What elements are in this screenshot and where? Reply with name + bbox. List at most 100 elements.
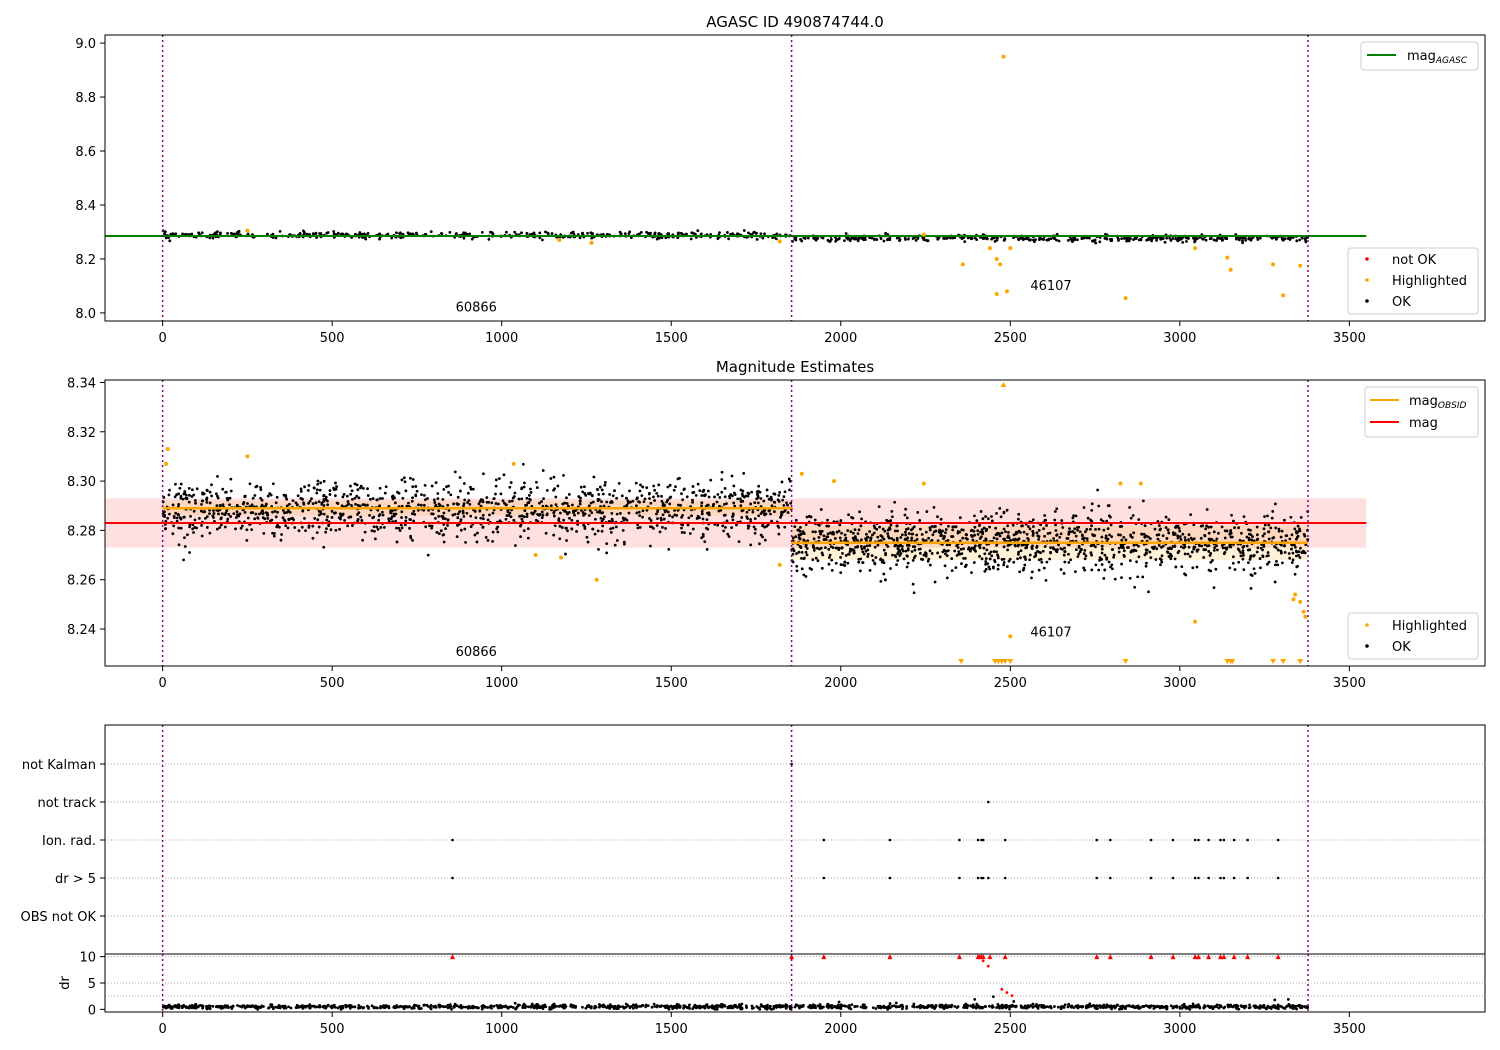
middle-ok-point <box>260 503 264 507</box>
middle-ok-point <box>272 534 276 538</box>
middle-ok-point <box>1016 557 1019 561</box>
middle-ok-point <box>1004 530 1007 534</box>
middle-ok-point <box>449 493 453 497</box>
top-ok-point <box>1174 237 1178 241</box>
middle-ok-point <box>182 492 186 496</box>
dr-ok-point <box>586 1004 590 1008</box>
middle-ok-point <box>494 502 498 505</box>
middle-ok-point <box>1039 523 1042 527</box>
middle-ok-point <box>813 518 817 522</box>
middle-ok-point <box>248 482 252 486</box>
middle-ok-point <box>668 514 671 517</box>
middle-ok-point <box>523 509 527 512</box>
middle-ok-point <box>392 512 396 516</box>
top-ok-point <box>996 236 999 240</box>
middle-ok-point <box>799 525 802 529</box>
dr-ok-point <box>166 1005 169 1008</box>
middle-ok-point <box>246 502 249 505</box>
top-ok-point <box>1221 238 1224 242</box>
dr-ok-point <box>799 1005 802 1009</box>
middle-ok-point <box>1249 573 1253 577</box>
middle-ok-point <box>1155 533 1159 537</box>
middle-ok-point <box>828 553 832 557</box>
middle-ok-point <box>679 503 682 507</box>
middle-ok-point <box>403 480 407 484</box>
dr-ok-point <box>612 1006 616 1009</box>
dr-ok-point <box>1112 1004 1116 1008</box>
middle-ok-point <box>755 490 759 494</box>
middle-ok-point <box>191 527 195 531</box>
middle-ok-point <box>655 524 659 527</box>
middle-ok-point <box>346 524 349 528</box>
middle-ok-point <box>495 527 499 531</box>
middle-ok-point <box>837 548 841 552</box>
top-ok-point <box>1137 238 1141 242</box>
middle-ok-point <box>324 497 327 501</box>
dr-ok-point <box>644 1003 648 1007</box>
top-ok-point <box>409 232 412 236</box>
top-ok-point <box>856 239 860 243</box>
middle-ok-point <box>525 496 529 500</box>
top-ok-point <box>763 232 766 236</box>
top-ok-point <box>1165 236 1169 240</box>
middle-ok-point <box>907 544 911 547</box>
top-ok-point <box>752 231 756 235</box>
middle-ok-point <box>1108 533 1111 537</box>
middle-ok-point <box>567 510 571 514</box>
middle-ok-point <box>1130 549 1134 552</box>
middle-ok-point <box>1018 570 1022 574</box>
middle-ok-point <box>507 514 511 517</box>
dr-ok-point <box>655 1004 659 1007</box>
top-ok-point <box>755 231 758 235</box>
middle-ok-point <box>1105 519 1109 523</box>
middle-ok-point <box>1045 560 1049 564</box>
middle-ok-point <box>1061 526 1065 529</box>
middle-ok-point <box>223 525 227 529</box>
middle-ok-point <box>1118 525 1122 528</box>
dr-ok-point <box>973 997 977 1001</box>
middle-ok-point <box>524 503 527 507</box>
middle-ok-point <box>1296 564 1299 568</box>
middle-ok-point <box>372 525 376 529</box>
middle-ok-point <box>1274 526 1278 530</box>
middle-ok-point <box>671 515 674 519</box>
middle-ok-point <box>749 502 753 506</box>
middle-ok-point <box>1023 563 1027 567</box>
middle-ok-point <box>601 511 605 515</box>
middle-ok-point <box>281 509 285 512</box>
dr-ok-point <box>1226 1004 1230 1008</box>
middle-ok-point <box>469 485 472 489</box>
middle-ok-point <box>1249 587 1253 590</box>
dr-ok-point <box>900 1003 904 1007</box>
middle-offscale-low-marker <box>1280 659 1287 664</box>
middle-ok-point <box>335 485 338 488</box>
flags-point <box>1149 838 1153 842</box>
middle-ok-point <box>618 512 622 515</box>
middle-ok-point <box>841 552 844 555</box>
middle-ok-point <box>251 496 255 500</box>
middle-ok-point <box>193 525 197 529</box>
middle-ok-point <box>1256 546 1260 550</box>
middle-ok-point <box>319 510 322 514</box>
middle-ok-point <box>868 568 872 572</box>
top-x-tick-label: 3500 <box>1333 331 1366 346</box>
middle-ok-point <box>759 497 763 500</box>
middle-ok-point <box>688 532 692 535</box>
middle-ok-point <box>782 504 786 507</box>
middle-ok-point <box>190 488 194 492</box>
dr-ok-point <box>794 1003 798 1007</box>
middle-ok-point <box>715 500 719 504</box>
flags-point <box>981 838 985 842</box>
top-ok-point <box>362 232 366 236</box>
middle-highlighted-point <box>164 461 169 466</box>
middle-ok-point <box>259 488 263 492</box>
middle-ok-point <box>402 476 406 480</box>
middle-y-tick-label: 8.30 <box>67 475 96 490</box>
dr-ok-point <box>417 1004 421 1008</box>
dr-ok-point <box>1233 1004 1237 1008</box>
middle-ok-point <box>179 496 183 500</box>
middle-ok-point <box>945 554 949 558</box>
middle-ok-point <box>1177 526 1181 530</box>
middle-ok-point <box>1082 566 1086 570</box>
middle-ok-point <box>1035 544 1039 548</box>
